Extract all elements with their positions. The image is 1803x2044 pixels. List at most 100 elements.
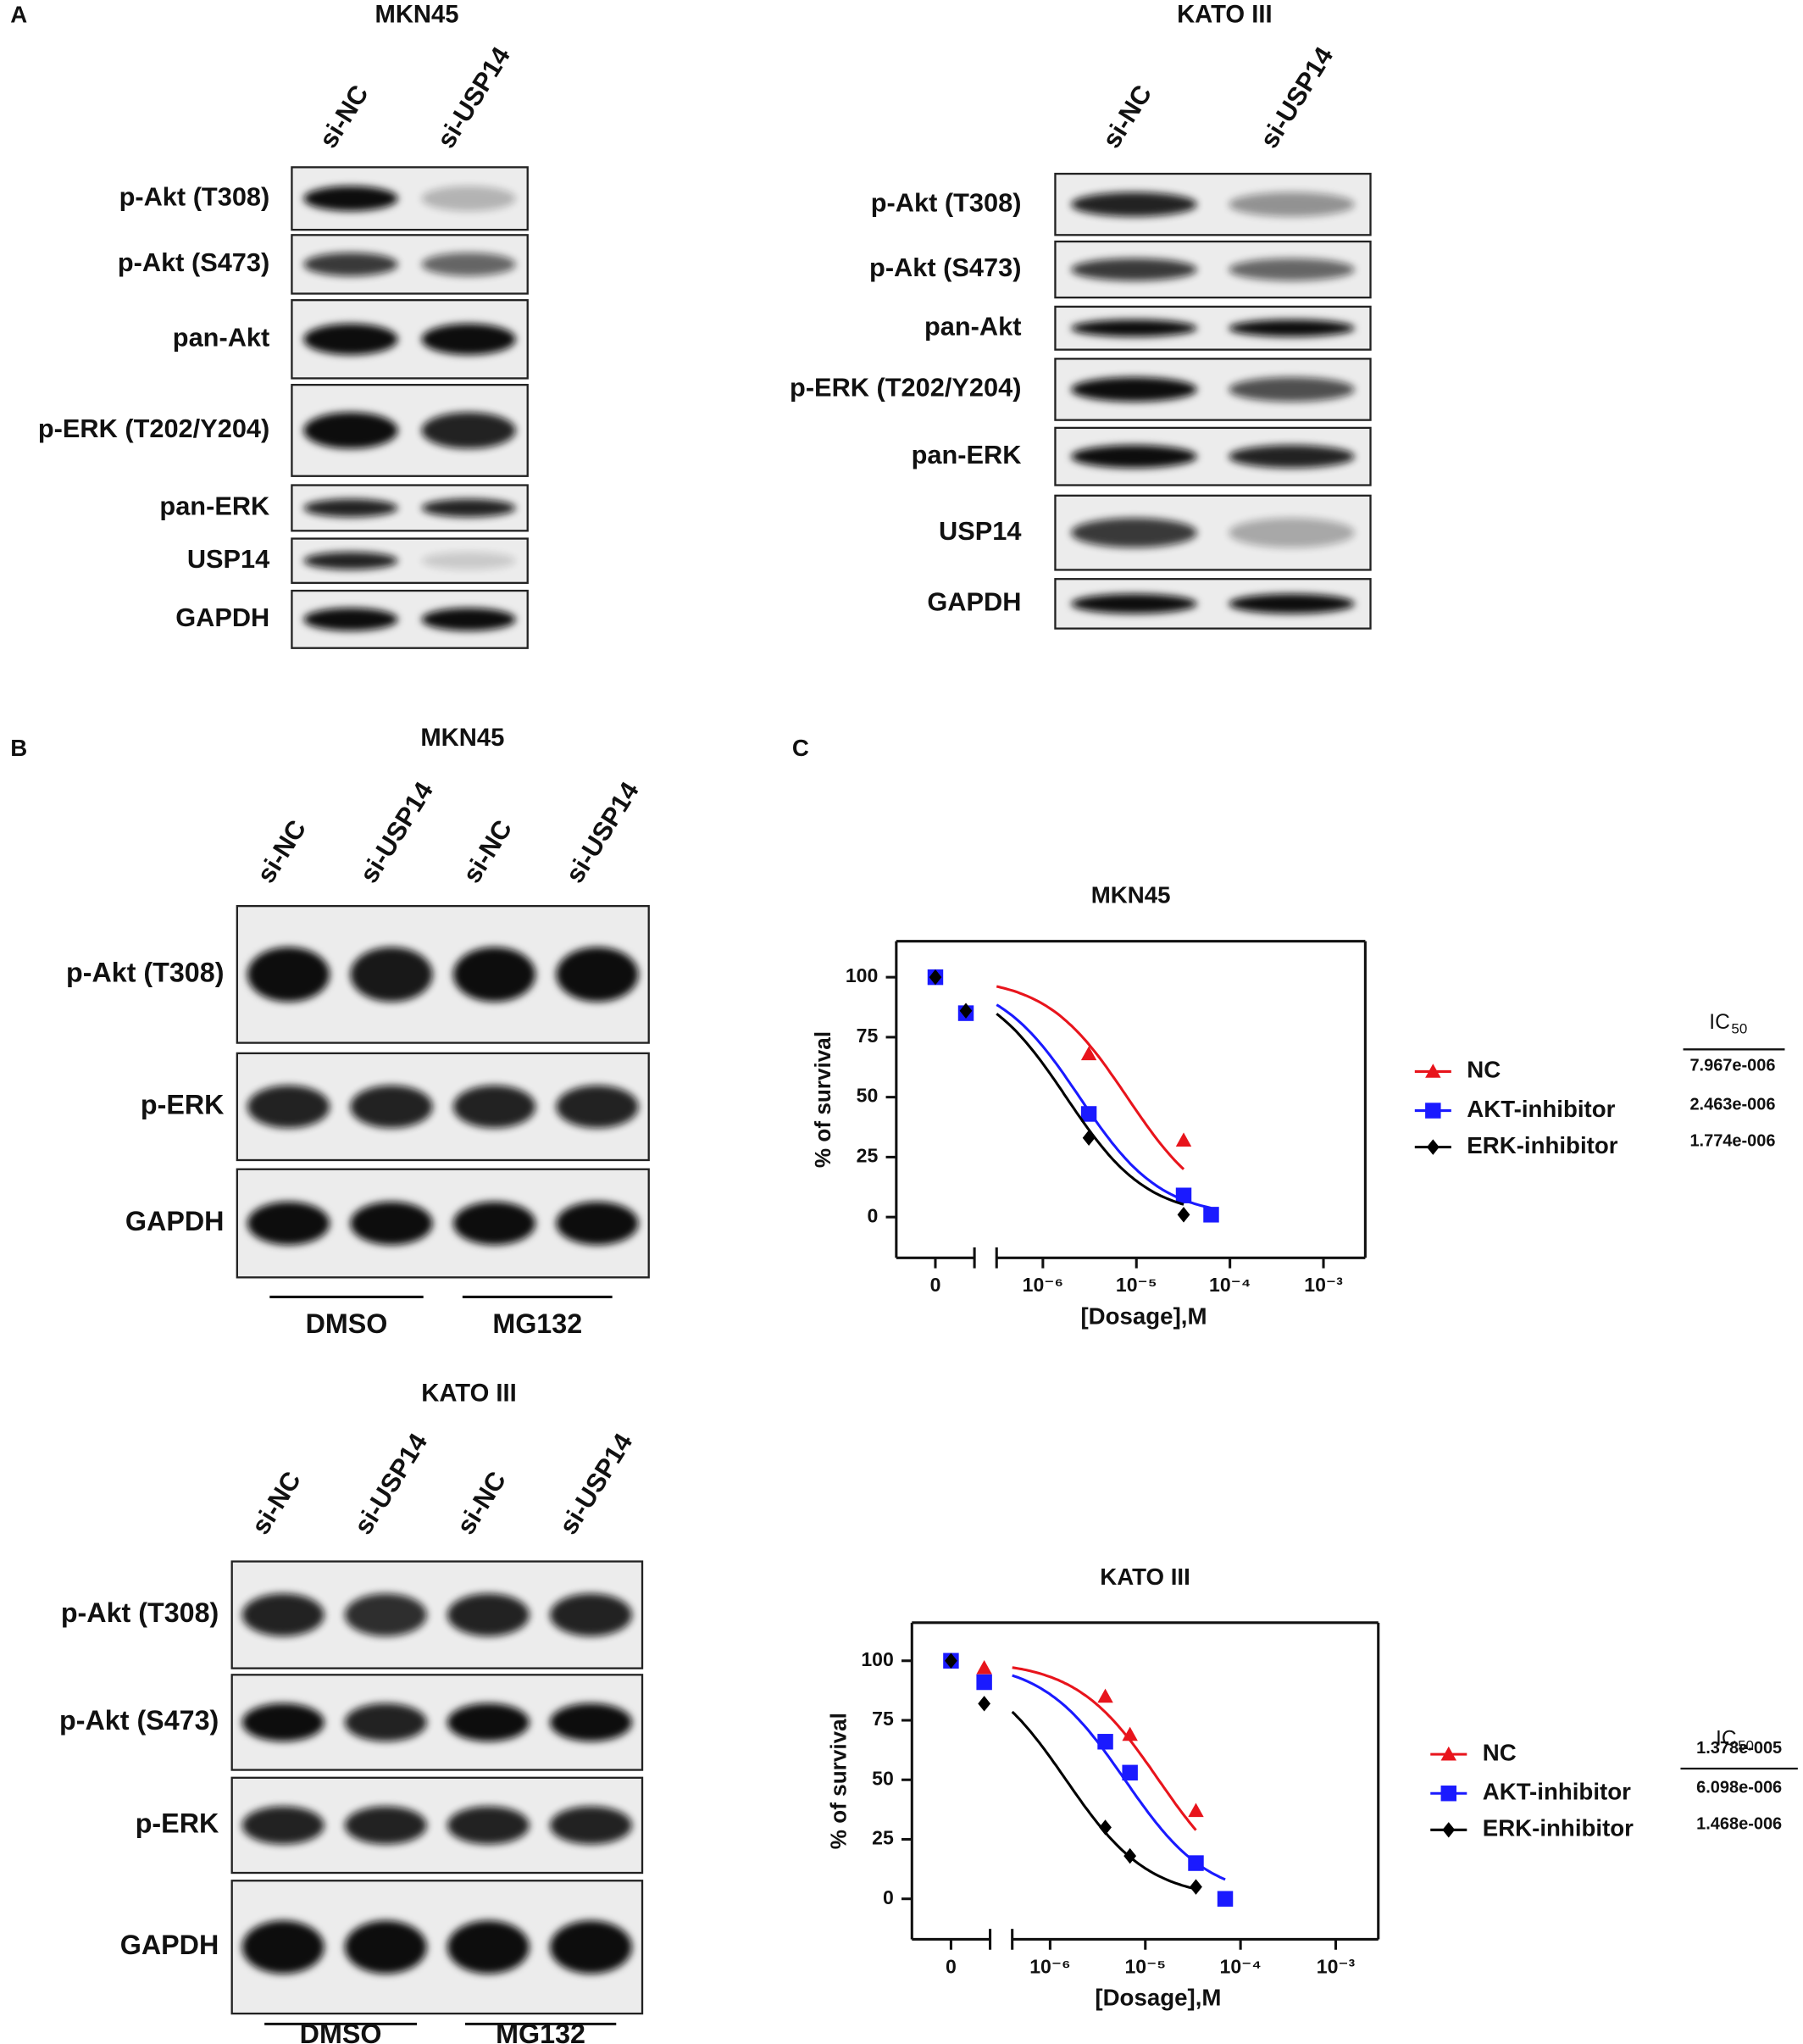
row-label: pan-ERK [159,492,269,521]
band [421,323,516,355]
legend-label: AKT-inhibitor [1483,1779,1631,1805]
band [344,1920,427,1975]
row-label: pan-Akt [173,322,269,352]
fit-curve [996,1003,1212,1210]
row-label: p-ERK (T202/Y204) [790,373,1021,403]
band [241,1806,325,1845]
point [929,969,942,986]
row-label: p-Akt (T308) [119,181,270,211]
treatment-label: DMSO [300,2019,382,2044]
x-tick-label: 10⁻⁴ [1209,1274,1251,1296]
point [1188,1855,1204,1871]
band [344,1593,427,1636]
point [1080,1106,1097,1122]
y-axis-label: % of survival [826,1713,852,1849]
lane-label: si-NC [1096,80,1157,153]
chart-title: KATO III [1100,1564,1190,1590]
band [550,1920,632,1975]
band [421,608,516,631]
point [959,1003,973,1019]
blot-title: KATO III [421,1380,517,1407]
y-tick-label: 25 [857,1145,879,1167]
point [1203,1207,1219,1223]
band [350,1085,433,1129]
band [1071,319,1197,337]
lane-label: si-USP14 [559,776,644,888]
band [1071,518,1197,548]
lane-label: si-USP14 [348,1428,433,1540]
row-label: USP14 [939,516,1021,546]
band [1229,192,1355,217]
ic50-header-sub: 50 [1731,1021,1747,1037]
row-label: GAPDH [120,1930,219,1960]
y-tick-label: 75 [872,1708,894,1730]
row-label: GAPDH [125,1206,225,1236]
band [452,1085,536,1129]
y-tick-label: 0 [867,1204,878,1226]
point [976,1674,992,1691]
x-tick-label: 0 [930,1274,941,1296]
legend-label: ERK-inhibitor [1467,1132,1617,1158]
x-axis-label: [Dosage],M [1080,1302,1207,1329]
band [1071,377,1197,402]
point [1080,1046,1097,1061]
treatment-label: DMSO [306,1308,388,1339]
row-label: pan-Akt [924,311,1021,341]
chart-title: MKN45 [1091,882,1171,908]
ic50-header-sub: 50 [1738,1737,1754,1753]
treatment-label: MG132 [496,2019,585,2044]
point [1190,1879,1202,1895]
row-label: USP14 [187,544,269,574]
legend-label: NC [1483,1739,1517,1765]
point [1175,1187,1192,1203]
y-tick-label: 50 [857,1085,879,1107]
band [1229,445,1355,469]
band [303,186,398,212]
band [303,412,398,449]
panel-label: C [792,735,809,761]
band [350,1202,433,1246]
band [421,552,516,570]
row-label: p-Akt (T308) [66,957,224,987]
x-tick-label: 0 [946,1955,957,1977]
legend-marker [1426,1139,1440,1155]
row-label: p-Akt (S473) [59,1705,219,1736]
band [303,323,398,355]
row-label: p-ERK [136,1808,219,1838]
row-label: pan-ERK [912,440,1022,469]
band [550,1593,632,1636]
x-tick-label: 10⁻³ [1317,1955,1356,1977]
band [447,1806,530,1845]
y-axis-label: % of survival [810,1031,835,1168]
band [1229,258,1355,281]
band [344,1806,427,1845]
lane-label: si-USP14 [431,42,516,153]
ic50-value: 1.378e-005 [1696,1739,1782,1758]
row-label: p-ERK [141,1089,225,1119]
band [241,1920,325,1975]
x-axis-label: [Dosage],M [1095,1984,1221,2010]
band [241,1702,325,1741]
y-tick-label: 100 [861,1648,893,1670]
legend-label: AKT-inhibitor [1467,1096,1615,1122]
legend-marker [1425,1103,1441,1119]
lane-label: si-NC [246,1466,307,1540]
band [241,1593,325,1636]
band [1229,593,1355,614]
band [447,1920,530,1975]
row-label: p-ERK (T202/Y204) [38,414,269,443]
ic50-value: 1.468e-006 [1696,1814,1782,1833]
fit-curve [1012,1666,1197,1831]
y-tick-label: 0 [883,1886,894,1908]
lane-label: si-USP14 [354,776,439,888]
ic50-value: 1.774e-006 [1689,1132,1775,1151]
y-tick-label: 75 [857,1025,879,1047]
band [447,1593,530,1636]
lane-label: si-NC [451,1466,512,1540]
band [1229,518,1355,548]
band [247,1085,330,1129]
point [1099,1819,1112,1836]
band [303,498,398,518]
band [303,253,398,276]
ic50-header: IC [1709,1011,1730,1034]
